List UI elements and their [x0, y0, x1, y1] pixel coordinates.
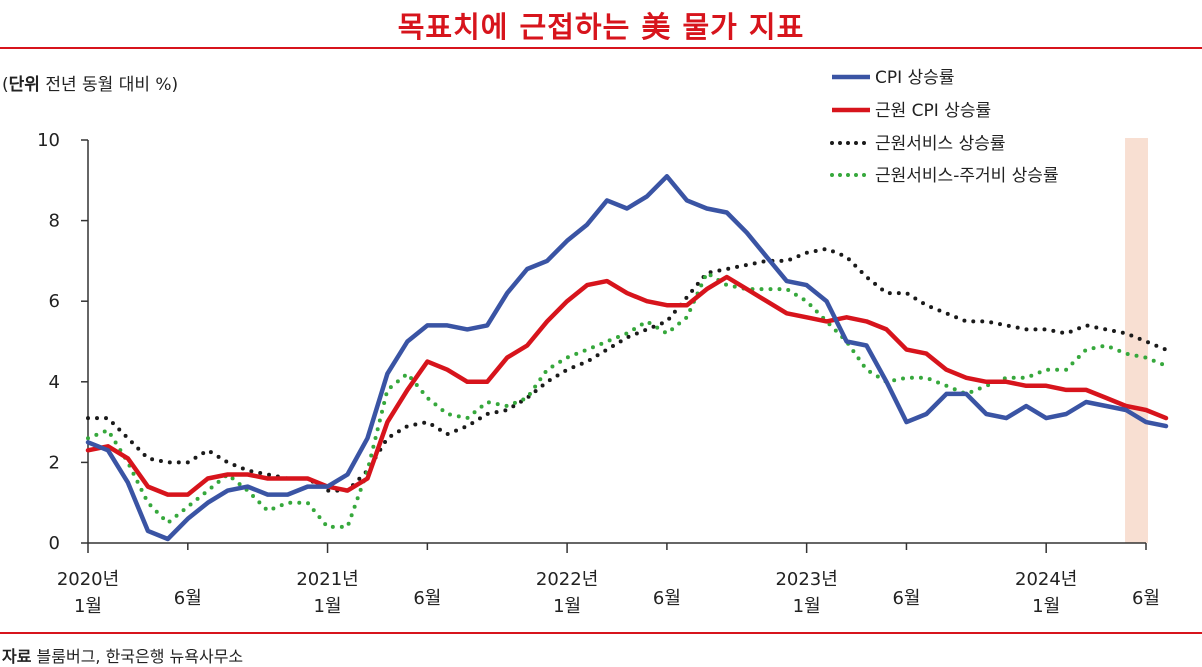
- y-tick-label: 4: [49, 372, 60, 393]
- source-bold: 자료: [2, 647, 32, 666]
- y-tick-label: 8: [49, 211, 60, 232]
- x-tick-label-month: 1월: [793, 596, 821, 617]
- unit-label: (단위 전년 동월 대비 %): [2, 75, 179, 95]
- series-line-cpi: [85, 174, 1169, 542]
- legend-label-core_cpi: 근원 CPI 상승률: [875, 101, 991, 121]
- x-tick-label-month: 6월: [174, 588, 202, 609]
- y-tick-label: 10: [37, 130, 60, 151]
- unit-label-bold: 단위: [8, 75, 40, 95]
- bottom-rule: [0, 632, 1202, 634]
- source-text: 블룸버그, 한국은행 뉴욕사무소: [31, 647, 244, 666]
- y-tick-label: 2: [49, 452, 60, 473]
- x-tick-label-year: 2021년: [296, 569, 358, 590]
- x-tick-label-month: 1월: [314, 596, 342, 617]
- series-line-core_cpi: [85, 274, 1169, 497]
- chart-title: 목표치에 근접하는 美 물가 지표: [397, 10, 805, 44]
- x-tick-label-month: 6월: [1132, 588, 1160, 609]
- y-tick-label: 6: [49, 291, 60, 312]
- y-tick-label: 0: [49, 533, 60, 554]
- legend-label-supercore: 근원서비스-주거비 상승률: [875, 166, 1059, 186]
- legend-label-cpi: CPI 상승률: [875, 68, 954, 88]
- x-tick-label-year: 2023년: [775, 569, 837, 590]
- legend-label-core_services: 근원서비스 상승률: [875, 134, 1006, 154]
- highlight-band: [1125, 138, 1148, 543]
- x-tick-label-month: 1월: [74, 596, 102, 617]
- x-tick-label-month: 6월: [892, 588, 920, 609]
- x-tick-label-month: 1월: [553, 596, 581, 617]
- x-tick-label-month: 6월: [413, 588, 441, 609]
- series-line-core_services: [86, 246, 1168, 493]
- axis-layer: 0 2 4 6 8 10 2020년 1월 6월 2021년 1월 6월 2022년 1월 6월 2023년 1…: [37, 130, 1160, 617]
- x-tick-label-month: 1월: [1032, 596, 1060, 617]
- series-layer: [85, 174, 1169, 542]
- unit-label-text: 전년 동월 대비 %): [39, 75, 179, 95]
- series-line-supercore: [86, 271, 1168, 529]
- top-rule: [0, 47, 1202, 49]
- source-note: 자료 블룸버그, 한국은행 뉴욕사무소: [2, 643, 243, 667]
- highlight-layer: [1125, 138, 1148, 543]
- x-tick-label-month: 6월: [653, 588, 681, 609]
- x-tick-label-year: 2020년: [57, 569, 119, 590]
- x-tick-label-year: 2022년: [536, 569, 598, 590]
- x-tick-label-year: 2024년: [1015, 569, 1077, 590]
